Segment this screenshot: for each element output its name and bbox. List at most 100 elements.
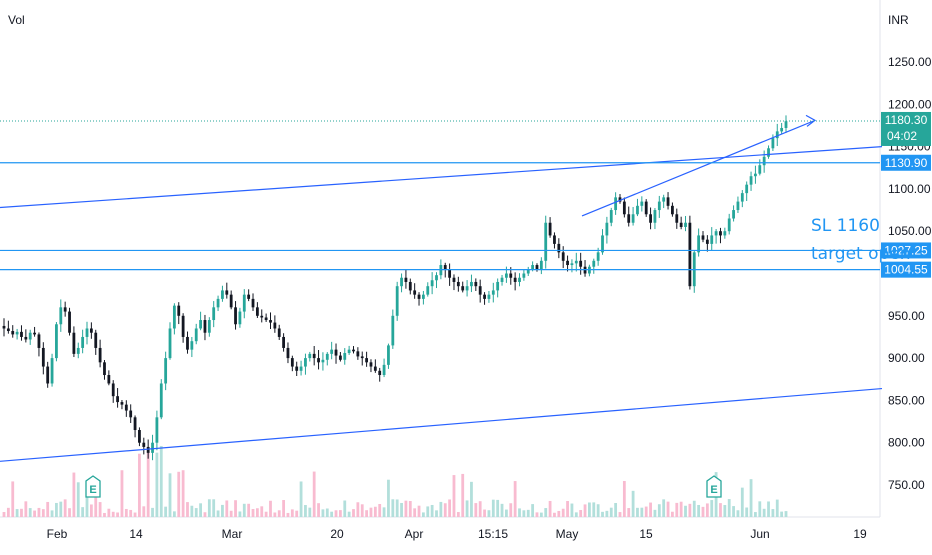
volume-bar — [242, 503, 246, 517]
volume-bar — [387, 479, 390, 517]
volume-bar — [76, 482, 80, 517]
volume-bar — [618, 512, 622, 517]
candle-body — [312, 353, 316, 359]
candle-body — [736, 201, 740, 211]
candle-body — [443, 265, 447, 270]
volume-bar — [570, 503, 574, 517]
candle-body — [212, 307, 216, 321]
candle-body — [666, 197, 670, 206]
y-tick-label: 750.00 — [888, 478, 925, 492]
candle-body — [199, 320, 202, 329]
volume-bar — [421, 512, 425, 517]
volume-bar — [723, 505, 727, 517]
candle-body — [775, 131, 779, 139]
volume-bar — [24, 501, 28, 517]
volume-bar — [63, 499, 67, 517]
candle-body — [784, 121, 788, 128]
candle-body — [505, 273, 508, 278]
candle-body — [308, 353, 312, 359]
volume-bar — [15, 509, 19, 517]
earnings-marker — [706, 475, 722, 498]
candle-body — [260, 315, 264, 318]
volume-bar — [775, 499, 779, 517]
annotation-sl: SL 1160 — [811, 216, 880, 236]
volume-bar — [679, 501, 683, 517]
volume-bar — [72, 472, 76, 517]
volume-bar — [46, 501, 50, 517]
volume-bar — [574, 512, 578, 517]
volume-bar — [727, 499, 731, 517]
candle-body — [334, 349, 338, 356]
volume-bar — [81, 507, 85, 517]
volume-bar — [496, 499, 500, 517]
volume-bar — [448, 499, 452, 517]
volume-bar — [55, 502, 58, 517]
volume-bar — [544, 508, 548, 517]
candle-body — [474, 281, 478, 287]
candle-body — [15, 331, 19, 335]
candle-body — [269, 320, 272, 323]
candle-body — [11, 331, 15, 335]
volume-bar — [487, 510, 491, 517]
candle-body — [120, 402, 124, 405]
volume-bar — [592, 502, 596, 517]
candle-body — [570, 263, 574, 266]
candle-body — [417, 294, 421, 299]
candle-body — [727, 218, 731, 232]
candle-body — [290, 358, 294, 367]
volume-bar — [601, 511, 604, 517]
candle-body — [723, 231, 727, 236]
y-tick-label: 1100.00 — [888, 182, 931, 196]
volume-bar — [308, 507, 312, 517]
volume-bar — [426, 506, 430, 517]
candle-body — [129, 410, 133, 418]
candle-body — [456, 281, 460, 287]
candle-body — [745, 184, 749, 194]
candle-body — [740, 193, 744, 202]
price-label-box — [881, 111, 931, 146]
volume-bar — [513, 481, 517, 517]
volume-bar — [566, 501, 569, 517]
volume-bar — [439, 501, 443, 517]
candle-body — [461, 286, 465, 291]
volume-bar — [627, 508, 631, 517]
candle-body — [561, 252, 565, 261]
candle-body — [238, 311, 242, 325]
candle-body — [20, 331, 23, 337]
volume-bar — [107, 508, 111, 517]
candle-body — [6, 328, 10, 332]
volume-bar — [588, 502, 591, 517]
price-label-value: 1130.90 — [885, 156, 928, 170]
candle-body — [221, 290, 224, 299]
candle-body — [347, 349, 351, 354]
candle-body — [251, 298, 255, 308]
candle-body — [2, 325, 6, 329]
candle-body — [592, 260, 596, 267]
volume-bar — [334, 510, 338, 517]
candle-body — [426, 286, 430, 295]
candle-body — [684, 222, 687, 227]
candle-body — [452, 277, 456, 282]
volume-bar — [168, 473, 172, 517]
volume-bar — [719, 503, 722, 517]
candle-body — [601, 235, 604, 253]
candle-body — [229, 294, 233, 308]
candle-body — [470, 281, 473, 287]
volume-bar — [199, 503, 202, 517]
volume-bar — [518, 508, 521, 517]
candle-body — [216, 298, 220, 308]
candle-body — [522, 273, 526, 278]
volume-bar — [732, 506, 735, 517]
volume-bar — [644, 506, 648, 517]
volume-bar — [430, 504, 434, 517]
candle-body — [338, 355, 342, 360]
volume-bar — [408, 501, 412, 517]
volume-bar — [491, 499, 495, 517]
candle-body — [627, 214, 631, 223]
volume-bar — [631, 490, 635, 517]
volume-bar — [456, 512, 460, 517]
candle-body — [483, 294, 486, 299]
candle-body — [255, 307, 259, 316]
candle-body — [89, 328, 93, 333]
candle-body — [138, 430, 141, 443]
